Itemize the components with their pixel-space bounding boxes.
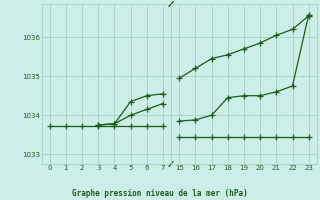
Text: Graphe pression niveau de la mer (hPa): Graphe pression niveau de la mer (hPa)	[72, 189, 248, 198]
